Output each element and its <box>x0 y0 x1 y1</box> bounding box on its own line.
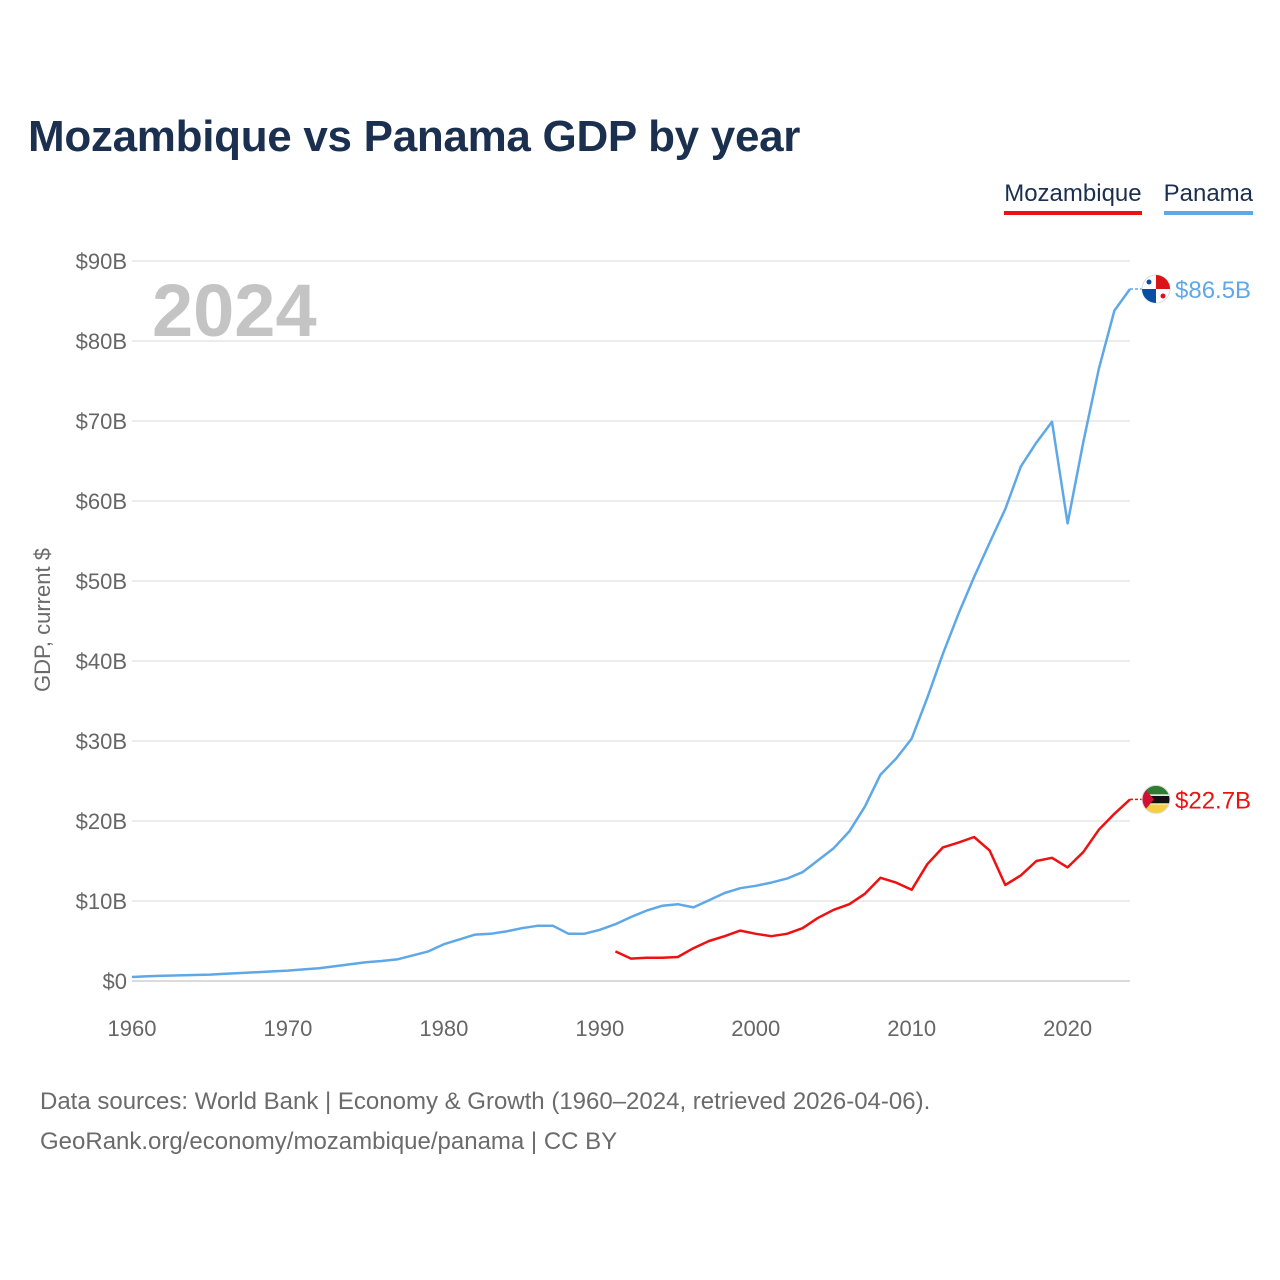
y-tick-label: $80B <box>76 329 127 354</box>
x-tick-label: 2020 <box>1043 1016 1092 1041</box>
y-axis-label: GDP, current $ <box>30 548 55 692</box>
end-label-panama: $86.5B <box>1175 277 1251 304</box>
sources-line-1: Data sources: World Bank | Economy & Gro… <box>40 1088 931 1115</box>
legend-item-mozambique[interactable]: Mozambique <box>1004 180 1142 215</box>
y-tick-label: $90B <box>76 249 127 274</box>
y-tick-label: $20B <box>76 809 127 834</box>
y-tick-label: $40B <box>76 649 127 674</box>
y-tick-label: $60B <box>76 489 127 514</box>
x-tick-label: 2000 <box>731 1016 780 1041</box>
end-label-mozambique: $22.7B <box>1175 787 1251 814</box>
y-tick-label: $30B <box>76 729 127 754</box>
y-tick-label: $10B <box>76 889 127 914</box>
sources-line-2[interactable]: GeoRank.org/economy/mozambique/panama | … <box>40 1128 618 1155</box>
y-axis-ticks: $0 $10B $20B $30B $40B $50B $60B $70B $80B $90B <box>76 249 127 994</box>
x-tick-label: 1990 <box>575 1016 624 1041</box>
panama-flag-icon <box>1141 274 1171 304</box>
x-tick-label: 1960 <box>108 1016 157 1041</box>
x-tick-label: 1970 <box>263 1016 312 1041</box>
mozambique-flag-icon <box>1141 784 1171 814</box>
series-end-markers: $86.5B $22.7B <box>1130 274 1251 814</box>
series-lines <box>131 288 1132 979</box>
x-tick-label: 1980 <box>419 1016 468 1041</box>
x-axis-ticks: 1960 1970 1980 1990 2000 2010 2020 <box>108 1016 1093 1041</box>
series-line-mozambique[interactable] <box>614 798 1131 960</box>
y-tick-label: $0 <box>103 969 127 994</box>
legend: Mozambique Panama <box>1004 180 1253 215</box>
x-tick-label: 2010 <box>887 1016 936 1041</box>
y-tick-label: $70B <box>76 409 127 434</box>
grid-lines <box>132 260 1130 982</box>
legend-item-panama[interactable]: Panama <box>1163 180 1253 215</box>
data-sources: Data sources: World Bank | Economy & Gro… <box>40 1082 930 1162</box>
series-line-panama[interactable] <box>131 288 1132 979</box>
chart-title: Mozambique vs Panama GDP by year <box>28 112 801 161</box>
year-watermark: 2024 <box>152 269 317 352</box>
y-tick-label: $50B <box>76 569 127 594</box>
